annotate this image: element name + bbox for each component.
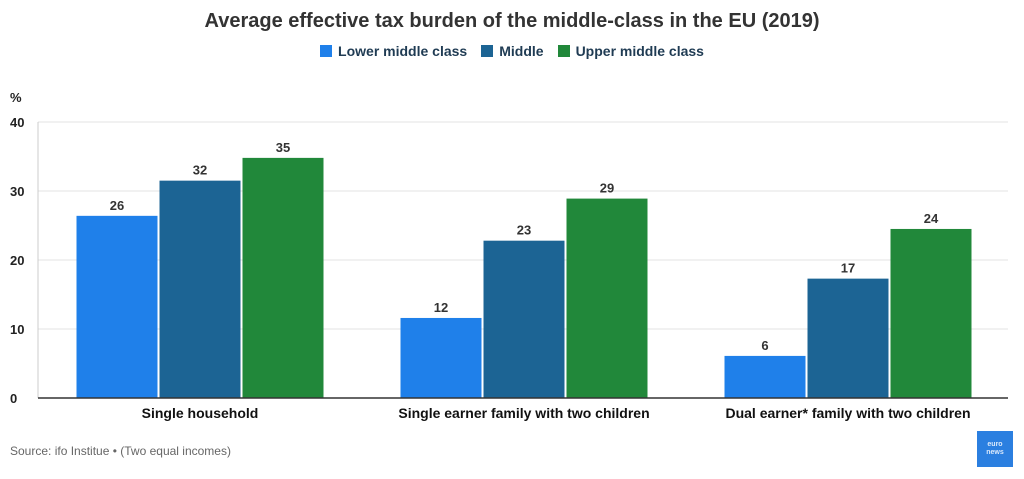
data-label-2-3: 29 [600,181,614,196]
data-label-3-3: 24 [924,211,939,226]
y-tick-label-20: 20 [10,253,24,268]
y-tick-label-30: 30 [10,184,24,199]
data-label-1-1: 26 [110,198,124,213]
legend-label-upper-middle: Upper middle class [575,43,704,59]
bar-2-1 [400,317,482,398]
bar-2-2 [483,240,565,398]
bar-1-3 [242,157,324,398]
y-tick-label-0: 0 [10,391,17,406]
legend-item-upper-middle[interactable]: Upper middle class [557,43,704,59]
bar-1-2 [159,180,241,398]
source-note: Source: ifo Institue • (Two equal income… [10,444,231,458]
y-tick-label-10: 10 [10,322,24,337]
bar-2-3 [566,198,648,398]
legend-label-lower-middle: Lower middle class [338,43,468,59]
bar-3-3 [890,228,972,398]
data-label-2-2: 23 [517,223,531,238]
brand-logo: euro news [977,431,1013,467]
x-tick-label-2: Single earner family with two children [398,405,649,421]
data-label-1-3: 35 [276,140,290,155]
legend-label-middle: Middle [499,43,544,59]
data-label-2-1: 12 [434,300,448,315]
bar-3-1 [724,355,806,398]
bar-1-1 [76,215,158,398]
bar-chart: % 0 10 20 30 40 26 32 35 Single household 12 23 29 Si… [10,90,1008,421]
chart-title: Average effective tax burden of the midd… [204,10,820,32]
data-label-1-2: 32 [193,163,207,178]
legend-swatch-lower-middle [320,45,333,57]
legend: Lower middle class Middle Upper middle c… [0,43,1024,59]
x-tick-label-1: Single household [142,405,259,421]
legend-item-lower-middle[interactable]: Lower middle class [320,43,467,59]
legend-swatch-upper-middle [557,45,570,57]
legend-item-middle[interactable]: Middle [481,43,544,59]
legend-swatch-middle [481,45,494,57]
x-tick-label-3: Dual earner* family with two children [725,405,970,421]
data-label-3-1: 6 [761,338,768,353]
data-label-3-2: 17 [841,261,855,276]
bar-3-2 [807,278,889,398]
y-tick-label-40: 40 [10,115,24,130]
y-axis-unit-label: % [10,90,22,105]
